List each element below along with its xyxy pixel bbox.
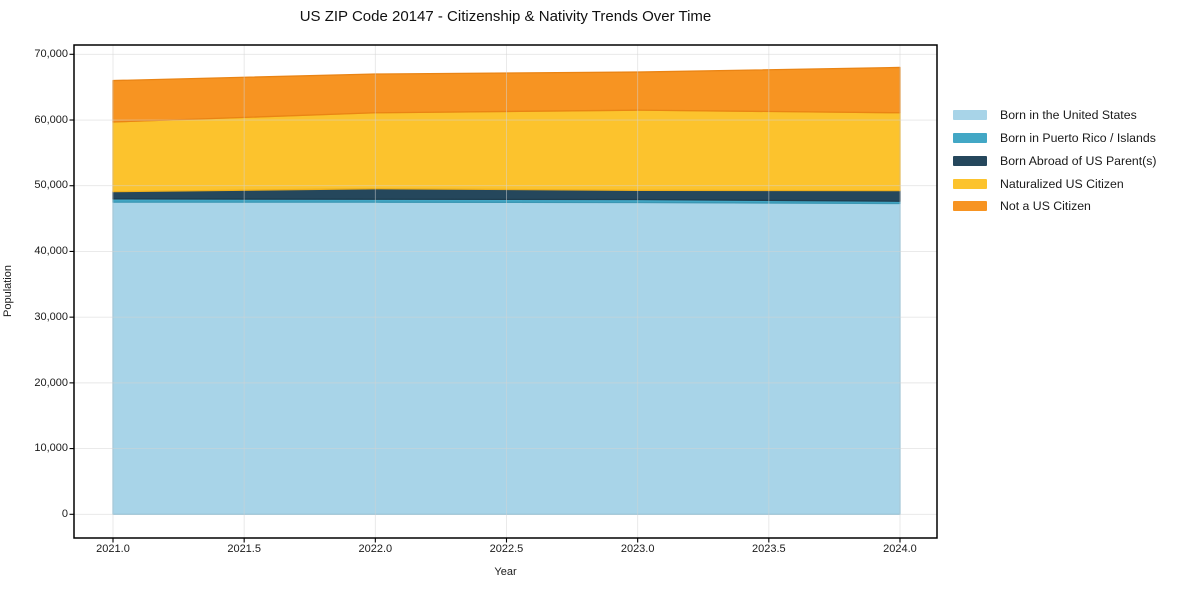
chart-title: US ZIP Code 20147 - Citizenship & Nativi… [299, 8, 712, 25]
y-tick-label: 0 [61, 508, 68, 520]
y-tick-label: 40,000 [34, 245, 68, 258]
x-tick-label: 2023.5 [751, 543, 786, 555]
plot-frame [73, 43, 938, 539]
legend-swatch-icon [953, 155, 987, 166]
x-tick-label: 2021.5 [227, 543, 261, 555]
y-tick-label: 70,000 [34, 48, 68, 60]
plot-area [69, 43, 938, 543]
x-tick-label: 2023.0 [620, 543, 655, 555]
legend-label: Born Abroad of US Parent(s) [1000, 153, 1157, 168]
legend-label: Naturalized US Citizen [1000, 176, 1124, 191]
x-tick-label: 2022.0 [358, 543, 393, 555]
x-tick-label: 2024.0 [883, 543, 917, 555]
x-tick-label: 2022.5 [489, 543, 524, 555]
legend-label: Not a US Citizen [1000, 199, 1091, 214]
x-axis-label: Year [494, 566, 517, 578]
x-tick-label: 2021.0 [96, 543, 130, 555]
y-tick-label: 20,000 [34, 376, 68, 389]
legend-swatch-icon [953, 178, 987, 189]
legend-swatch-icon [953, 201, 987, 212]
y-tick-label: 60,000 [34, 113, 68, 126]
legend-item-born-in-the-united-states: Born in the United States [953, 104, 1157, 127]
legend-item-naturalized-us-citizen: Naturalized US Citizen [953, 172, 1157, 195]
y-tick-label: 30,000 [34, 310, 68, 323]
legend-swatch-icon [953, 110, 987, 121]
legend-item-not-a-us-citizen: Not a US Citizen [953, 195, 1157, 218]
y-tick-label: 50,000 [34, 179, 68, 192]
legend-label: Born in Puerto Rico / Islands [1000, 131, 1156, 146]
y-tick-label: 10,000 [34, 442, 68, 455]
legend-swatch-icon [953, 133, 987, 144]
legend-item-born-in-puerto-rico-islands: Born in Puerto Rico / Islands [953, 127, 1157, 150]
legend-label: Born in the United States [1000, 108, 1137, 123]
legend: Born in the United States Born in Puerto … [953, 104, 1157, 218]
legend-item-born-abroad-of-us-parent-s: Born Abroad of US Parent(s) [953, 150, 1157, 173]
